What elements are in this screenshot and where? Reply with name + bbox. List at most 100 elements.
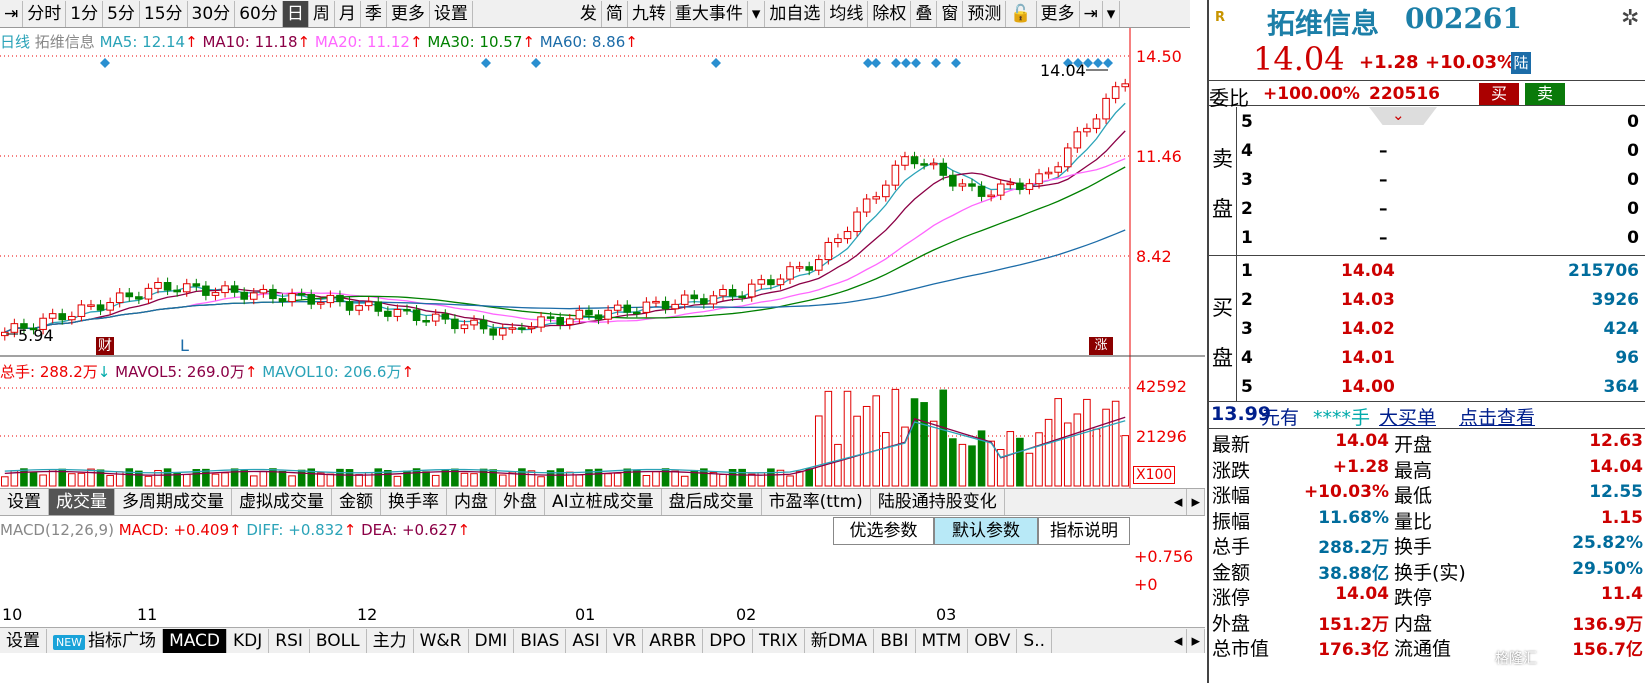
bottom-tab-7[interactable]: W&R — [414, 628, 469, 653]
quote-value-2: 11.4 — [1601, 584, 1643, 604]
bottom-tab-2[interactable]: MACD — [163, 628, 228, 653]
volume-bar — [202, 468, 210, 487]
period-tab-4[interactable]: 30分 — [188, 0, 236, 27]
toolbar-item-10[interactable]: 预测 — [963, 0, 1007, 27]
period-tab-8[interactable]: 月 — [335, 0, 361, 27]
period-tab-3[interactable]: 15分 — [140, 0, 188, 27]
bottom-tab-4[interactable]: RSI — [269, 628, 310, 653]
order-price: – — [1379, 228, 1388, 248]
period-tab-6[interactable]: 日 — [282, 0, 309, 27]
indicator-tab-7[interactable]: 外盘 — [496, 489, 545, 515]
gear-icon[interactable]: ✲ — [1621, 6, 1640, 31]
bottom-tab-10[interactable]: ASI — [566, 628, 607, 653]
hk-connect-tag[interactable]: 陆 — [1511, 52, 1531, 74]
indicator-tab-4[interactable]: 金额 — [332, 489, 381, 515]
l-marker[interactable]: L — [180, 336, 189, 355]
default-params-button[interactable]: 默认参数 — [934, 517, 1038, 545]
scroll-right-icon[interactable]: ▸ — [1187, 628, 1205, 653]
kline-chart[interactable] — [0, 28, 1205, 488]
period-tab-10[interactable]: 更多 — [387, 0, 430, 27]
bottom-tab-6[interactable]: 主力 — [367, 628, 414, 653]
bottom-tab-12[interactable]: ARBR — [643, 628, 704, 653]
period-tab-1[interactable]: 1分 — [66, 0, 104, 27]
period-tab-5[interactable]: 60分 — [235, 0, 283, 27]
indicator-tab-0[interactable]: 设置 — [0, 489, 49, 515]
volume-bar — [336, 468, 344, 487]
indicator-tab-5[interactable]: 换手率 — [381, 489, 447, 515]
bottom-tab-0[interactable]: 设置 — [0, 628, 47, 653]
toolbar-item-4[interactable]: ▾ — [748, 0, 766, 27]
collapse-icon[interactable]: ⇥ — [0, 0, 24, 27]
bottom-tab-3[interactable]: KDJ — [227, 628, 270, 653]
preferred-params-button[interactable]: 优选参数 — [833, 517, 934, 545]
low-price-label: 5.94 — [18, 326, 54, 345]
signal-diamond — [1093, 58, 1103, 68]
financial-report-marker[interactable]: 财 — [96, 337, 114, 355]
indicator-tab-8[interactable]: AI立桩成交量 — [545, 489, 662, 515]
limit-up-marker[interactable]: 涨 — [1089, 337, 1113, 355]
toolbar-item-2[interactable]: 九转 — [628, 0, 671, 27]
toolbar-item-12[interactable]: 更多 — [1037, 0, 1080, 27]
toolbar-item-8[interactable]: 叠 — [911, 0, 938, 27]
bottom-tab-14[interactable]: TRIX — [753, 628, 805, 653]
volume-bar — [652, 471, 660, 487]
candle — [39, 317, 47, 330]
candle — [843, 231, 852, 240]
volume-bar — [700, 468, 708, 487]
period-tab-11[interactable]: 设置 — [430, 0, 473, 27]
bottom-tab-5[interactable]: BOLL — [310, 628, 367, 653]
scroll-left-icon[interactable]: ◂ — [1170, 628, 1188, 653]
sell-button[interactable]: 卖 — [1525, 83, 1565, 105]
indicator-tab-3[interactable]: 虚拟成交量 — [232, 489, 332, 515]
bottom-tab-13[interactable]: DPO — [703, 628, 753, 653]
view-big-order-link[interactable]: 点击查看 — [1459, 407, 1536, 429]
period-tab-2[interactable]: 5分 — [103, 0, 140, 27]
bottom-tab-17[interactable]: MTM — [916, 628, 969, 653]
bottom-tab-9[interactable]: BIAS — [514, 628, 567, 653]
toolbar-item-14[interactable]: ▾ — [1103, 0, 1121, 27]
period-tab-0[interactable]: 分时 — [23, 0, 67, 27]
bottom-tab-8[interactable]: DMI — [469, 628, 515, 653]
indicator-tab-11[interactable]: 陆股通持股变化 — [871, 489, 1005, 515]
volume-bar — [135, 470, 143, 487]
indicator-help-button[interactable]: 指标说明 — [1038, 517, 1130, 545]
toolbar-item-6[interactable]: 均线 — [825, 0, 869, 27]
volume-bar — [776, 469, 785, 487]
toolbar-item-11[interactable]: 🔓 — [1006, 0, 1037, 27]
chevron-down-icon[interactable]: ⌄ — [1392, 106, 1405, 124]
collapse-tab[interactable] — [1369, 107, 1437, 125]
indicator-tab-9[interactable]: 盘后成交量 — [662, 489, 762, 515]
scroll-left-icon[interactable]: ◂ — [1170, 489, 1188, 515]
date-oct: 10 — [2, 605, 23, 624]
scroll-right-icon[interactable]: ▸ — [1187, 489, 1205, 515]
volume-bar — [1111, 400, 1120, 487]
toolbar-item-3[interactable]: 重大事件 — [671, 0, 748, 27]
period-tab-9[interactable]: 季 — [361, 0, 387, 27]
toolbar-item-13[interactable]: ⇥ — [1080, 0, 1103, 27]
bottom-tab-19[interactable]: S.. — [1017, 628, 1053, 653]
bottom-tab-16[interactable]: BBI — [874, 628, 916, 653]
order-price: 14.00 — [1341, 377, 1395, 397]
toolbar-item-5[interactable]: 加自选 — [765, 0, 826, 27]
toolbar-item-0[interactable]: 发 — [576, 0, 602, 27]
indicator-tab-2[interactable]: 多周期成交量 — [115, 489, 232, 515]
big-order-row[interactable]: 13.99 元有 ****手 大买单 点击查看 — [1209, 401, 1645, 429]
bottom-tab-18[interactable]: OBV — [968, 628, 1018, 653]
volume-bar — [87, 468, 95, 487]
bottom-tab-1[interactable]: NEW 指标广场 — [47, 628, 164, 653]
toolbar-item-1[interactable]: 简 — [602, 0, 628, 27]
buy-button[interactable]: 买 — [1479, 83, 1519, 105]
period-tab-7[interactable]: 周 — [309, 0, 335, 27]
candle — [211, 292, 220, 296]
toolbar-item-7[interactable]: 除权 — [868, 0, 912, 27]
indicator-tab-10[interactable]: 市盈率(ttm) — [762, 489, 871, 515]
indicator-tab-6[interactable]: 内盘 — [447, 489, 496, 515]
candle — [10, 323, 19, 333]
bottom-tab-15[interactable]: 新DMA — [805, 628, 875, 653]
toolbar-item-9[interactable]: 窗 — [937, 0, 964, 27]
bottom-tab-11[interactable]: VR — [607, 628, 644, 653]
candle — [182, 283, 191, 293]
bottom-tab-label-7: W&R — [419, 630, 462, 651]
indicator-tab-1[interactable]: 成交量 — [49, 489, 115, 515]
candle — [719, 288, 727, 297]
